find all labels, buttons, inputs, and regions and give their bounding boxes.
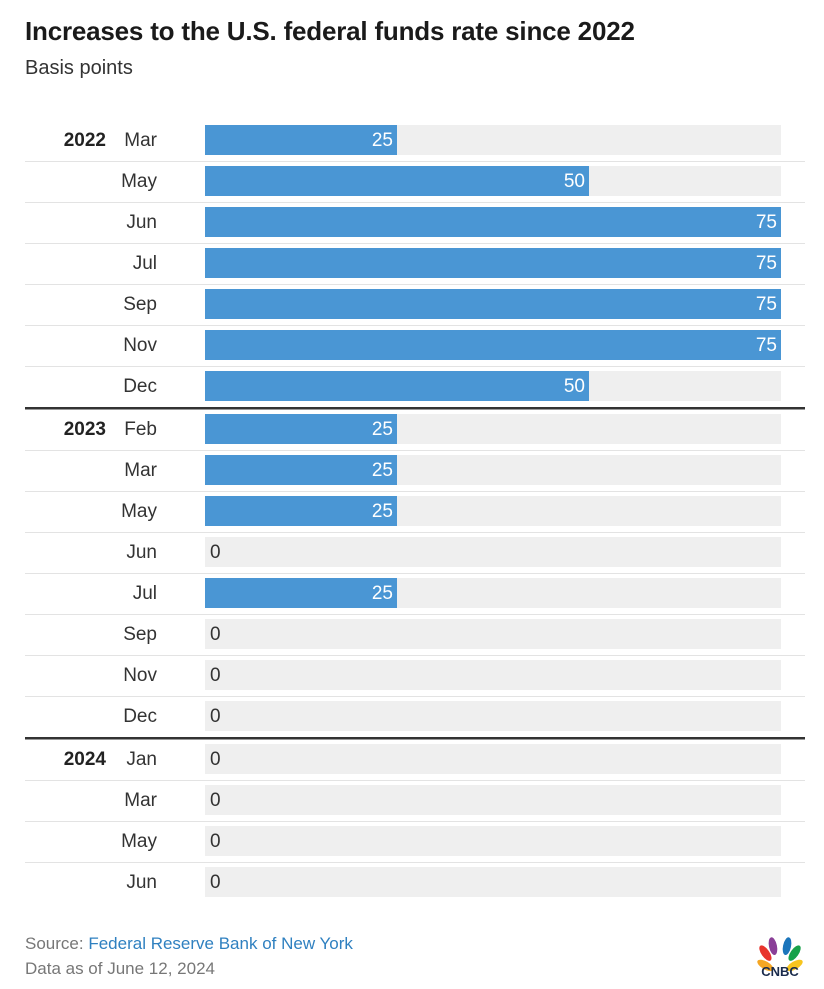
row-separator bbox=[25, 780, 805, 781]
chart-title: Increases to the U.S. federal funds rate… bbox=[25, 16, 635, 46]
logo-text: CNBC bbox=[761, 964, 799, 978]
month-label: Feb bbox=[124, 419, 157, 440]
row-separator bbox=[25, 573, 805, 574]
month-label: Dec bbox=[123, 376, 157, 397]
bar bbox=[205, 207, 781, 237]
row-separator bbox=[25, 655, 805, 656]
data-label: 75 bbox=[756, 335, 777, 356]
year-divider bbox=[25, 407, 805, 410]
year-divider bbox=[25, 737, 805, 740]
data-label: 0 bbox=[210, 665, 221, 686]
month-label: Jun bbox=[126, 212, 157, 233]
data-label: 25 bbox=[372, 460, 393, 481]
bar bbox=[205, 330, 781, 360]
row-separator bbox=[25, 366, 805, 367]
data-label: 0 bbox=[210, 790, 221, 811]
bar-track bbox=[205, 701, 781, 731]
row-separator bbox=[25, 243, 805, 244]
data-label: 0 bbox=[210, 706, 221, 727]
cnbc-logo: CNBC bbox=[757, 937, 803, 978]
row-separator bbox=[25, 532, 805, 533]
bar-track bbox=[205, 826, 781, 856]
row-separator bbox=[25, 325, 805, 326]
data-label: 0 bbox=[210, 872, 221, 893]
bar-track bbox=[205, 867, 781, 897]
source-note: Source: Federal Reserve Bank of New York bbox=[25, 934, 353, 954]
month-label: Nov bbox=[123, 665, 157, 686]
month-label: Jun bbox=[126, 872, 157, 893]
month-label: Nov bbox=[123, 335, 157, 356]
data-label: 50 bbox=[564, 171, 585, 192]
chart-subtitle: Basis points bbox=[25, 57, 133, 79]
row-separator bbox=[25, 161, 805, 162]
data-label: 25 bbox=[372, 130, 393, 151]
data-label: 75 bbox=[756, 212, 777, 233]
bar bbox=[205, 578, 397, 608]
row-separator bbox=[25, 821, 805, 822]
year-label: 2023 bbox=[64, 419, 106, 440]
bar-track bbox=[205, 660, 781, 690]
month-label: May bbox=[121, 831, 157, 852]
month-label: Jul bbox=[133, 583, 157, 604]
month-label: Sep bbox=[123, 624, 157, 645]
row-separator bbox=[25, 862, 805, 863]
bar bbox=[205, 166, 589, 196]
bar bbox=[205, 248, 781, 278]
month-label: Jun bbox=[126, 542, 157, 563]
month-label: Mar bbox=[124, 790, 157, 811]
row-separator bbox=[25, 284, 805, 285]
month-label: May bbox=[121, 501, 157, 522]
data-label: 50 bbox=[564, 376, 585, 397]
data-label: 75 bbox=[756, 294, 777, 315]
month-label: Sep bbox=[123, 294, 157, 315]
data-label: 0 bbox=[210, 749, 221, 770]
data-label: 25 bbox=[372, 501, 393, 522]
year-label: 2024 bbox=[64, 749, 107, 770]
peacock-icon bbox=[757, 937, 803, 972]
row-separator bbox=[25, 614, 805, 615]
month-label: Mar bbox=[124, 460, 157, 481]
bar-track bbox=[205, 537, 781, 567]
bar-track bbox=[205, 785, 781, 815]
month-label: Jul bbox=[133, 253, 157, 274]
data-label: 0 bbox=[210, 542, 221, 563]
row-separator bbox=[25, 491, 805, 492]
bar bbox=[205, 289, 781, 319]
bar bbox=[205, 125, 397, 155]
bar-chart: 2022 Mar 25 May 50 Jun 75 Jul 75 Sep 75 Nov 75 Dec 50 2… bbox=[25, 125, 805, 897]
month-label: Dec bbox=[123, 706, 157, 727]
bar-track bbox=[205, 744, 781, 774]
data-label: 0 bbox=[210, 624, 221, 645]
bar bbox=[205, 496, 397, 526]
data-label: 25 bbox=[372, 419, 393, 440]
month-label: Jan bbox=[126, 749, 157, 770]
source-link[interactable]: Federal Reserve Bank of New York bbox=[88, 934, 353, 953]
month-label: Mar bbox=[124, 130, 157, 151]
year-label: 2022 bbox=[64, 130, 106, 151]
row-separator bbox=[25, 202, 805, 203]
row-separator bbox=[25, 450, 805, 451]
data-label: 25 bbox=[372, 583, 393, 604]
row-separator bbox=[25, 696, 805, 697]
bar bbox=[205, 371, 589, 401]
data-label: 0 bbox=[210, 831, 221, 852]
data-date-note: Data as of June 12, 2024 bbox=[25, 959, 215, 978]
month-label: May bbox=[121, 171, 157, 192]
data-label: 75 bbox=[756, 253, 777, 274]
source-label: Source: bbox=[25, 934, 84, 953]
bar bbox=[205, 414, 397, 444]
bar bbox=[205, 455, 397, 485]
bar-track bbox=[205, 619, 781, 649]
